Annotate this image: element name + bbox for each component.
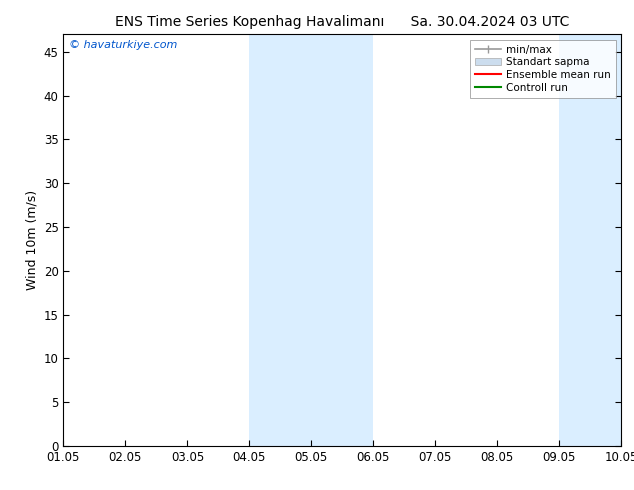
Title: ENS Time Series Kopenhag Havalimanı      Sa. 30.04.2024 03 UTC: ENS Time Series Kopenhag Havalimanı Sa. … xyxy=(115,15,569,29)
Text: © havaturkiye.com: © havaturkiye.com xyxy=(69,41,178,50)
Y-axis label: Wind 10m (m/s): Wind 10m (m/s) xyxy=(25,190,38,290)
Bar xyxy=(559,34,634,446)
Bar xyxy=(249,34,373,446)
Legend: min/max, Standart sapma, Ensemble mean run, Controll run: min/max, Standart sapma, Ensemble mean r… xyxy=(470,40,616,98)
